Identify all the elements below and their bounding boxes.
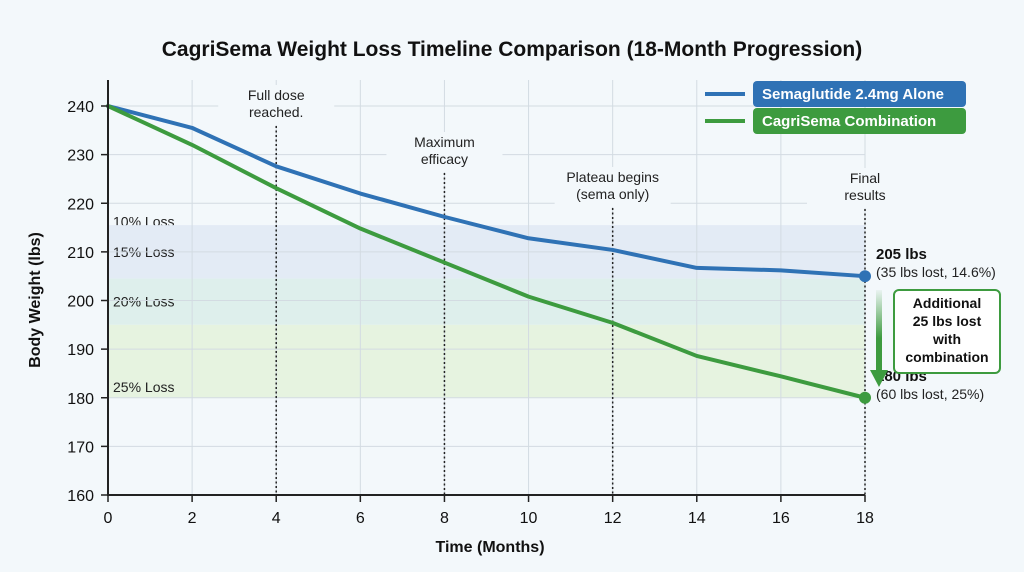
x-tick-label: 16 [772,510,790,527]
annotation-bg [218,85,335,125]
x-tick-label: 14 [688,510,706,527]
y-tick-label: 200 [67,294,94,311]
x-tick-label: 6 [356,510,365,527]
difference-arrow-shaft [876,290,882,370]
callout-text: 25 lbs lost [913,313,982,329]
series-endpoint-0 [859,270,871,283]
band-label: 20% Loss [113,294,174,310]
end-label-value: 205 lbs [876,246,927,263]
y-axis-label: Body Weight (lbs) [27,232,44,368]
annotation-text: Plateau begins [566,169,659,185]
annotation-bg [807,168,923,208]
y-tick-label: 180 [67,391,94,408]
end-label-detail: (35 lbs lost, 14.6%) [876,264,996,280]
legend-box-0 [753,81,966,107]
legend-label-1: CagriSema Combination [762,113,936,130]
x-tick-label: 4 [272,510,281,527]
y-tick-label: 240 [67,99,94,116]
end-label-detail: (60 lbs lost, 25%) [876,386,984,402]
annotation-text: Full dose [248,87,305,103]
series-line-1 [106,104,867,400]
chart-title: CagriSema Weight Loss Timeline Compariso… [162,38,863,61]
callout-text: Additional [913,295,981,311]
annotation-text: Maximum [414,134,475,150]
y-tick-label: 230 [67,148,94,165]
y-tick-label: 220 [67,196,94,213]
callout-text: with [932,331,961,347]
annotation-bg [554,167,671,207]
annotation-text: results [844,187,885,203]
y-tick-label: 160 [67,488,94,505]
x-tick-label: 18 [856,510,874,527]
annotation-text: (sema only) [576,186,649,202]
series-endpoint-1 [859,391,871,404]
x-axis-label: Time (Months) [435,539,544,556]
x-tick-label: 0 [104,510,113,527]
y-tick-label: 190 [67,342,94,359]
band-2 [108,278,865,325]
legend-box-1 [753,108,966,134]
x-tick-label: 2 [188,510,197,527]
y-tick-label: 210 [67,245,94,262]
series-line-0 [106,104,867,279]
difference-arrow-icon [870,370,888,387]
callout-box [893,289,1001,374]
x-tick-label: 10 [520,510,538,527]
y-tick-label: 170 [67,439,94,456]
x-tick-label: 8 [440,510,449,527]
annotation-text: Final [850,170,880,186]
callout-text: combination [905,349,988,365]
legend-label-0: Semaglutide 2.4mg Alone [762,86,944,103]
x-tick-label: 12 [604,510,622,527]
band-label: 25% Loss [113,379,174,395]
annotation-text: reached. [249,104,303,120]
annotation-text: efficacy [421,151,468,167]
band-3 [108,324,865,398]
annotation-bg [386,132,503,172]
